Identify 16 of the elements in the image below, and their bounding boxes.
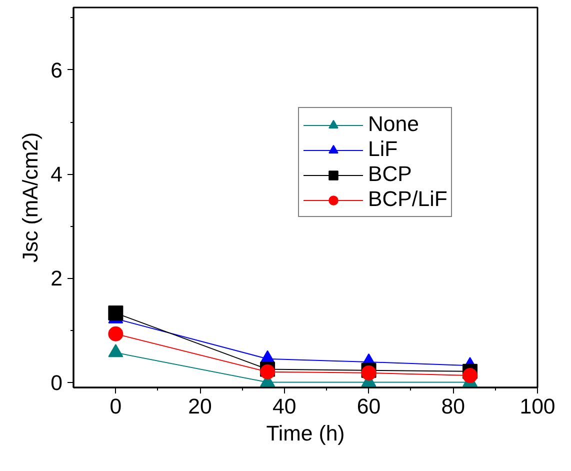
x-tick-label: 0 — [110, 394, 122, 418]
x-tick-label: 100 — [520, 394, 556, 418]
y-tick-label: 4 — [50, 162, 63, 187]
x-tick-label: 80 — [441, 394, 466, 418]
x-axis-title: Time (h) — [266, 422, 345, 446]
legend-label: BCP — [368, 162, 412, 187]
legend-label: None — [368, 112, 419, 137]
y-tick-label: 0 — [50, 370, 63, 395]
x-tick-label: 20 — [188, 394, 212, 418]
x-tick-label: 40 — [272, 394, 296, 418]
x-tick-label: 60 — [356, 394, 381, 418]
legend-label: LiF — [368, 137, 398, 162]
y-tick-label: 2 — [50, 266, 63, 291]
legend-label: BCP/LiF — [368, 187, 448, 212]
y-axis-title: Jsc (mA/cm2) — [18, 132, 43, 263]
y-tick-label: 6 — [50, 58, 63, 82]
